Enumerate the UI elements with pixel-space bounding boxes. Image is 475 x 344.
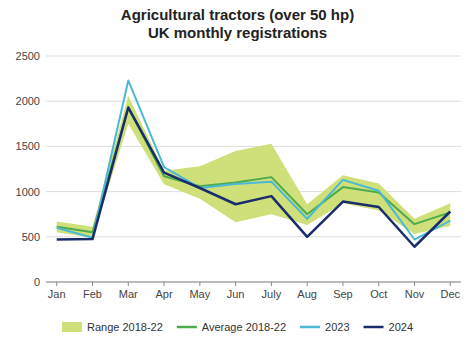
x-tick-label: Sep <box>333 288 353 300</box>
legend-swatch <box>62 322 82 332</box>
x-tick <box>271 282 272 286</box>
x-tick <box>235 282 236 286</box>
y-tick-label: 2000 <box>16 95 40 107</box>
x-tick-label: Nov <box>405 288 425 300</box>
range-area <box>57 96 451 238</box>
legend-item: Range 2018-22 <box>62 321 163 333</box>
y-tick-label: 500 <box>22 231 40 243</box>
x-tick-label: May <box>189 288 210 300</box>
x-tick-label: Apr <box>155 288 172 300</box>
grid-line <box>46 236 461 237</box>
legend-label: 2023 <box>325 321 349 333</box>
chart-svg: Agricultural tractors (over 50 hp)UK mon… <box>0 0 475 344</box>
y-tick-label: 0 <box>34 276 40 288</box>
x-tick <box>414 282 415 286</box>
x-tick-label: Feb <box>83 288 102 300</box>
grid-line <box>46 101 461 102</box>
x-tick-label: Oct <box>370 288 387 300</box>
x-tick <box>342 282 343 286</box>
x-tick <box>307 282 308 286</box>
marks <box>57 80 451 246</box>
grid <box>46 56 461 282</box>
x-tick-label: Jun <box>227 288 245 300</box>
y-tick-label: 1000 <box>16 186 40 198</box>
x-tick <box>92 282 93 286</box>
series-line <box>57 108 451 233</box>
grid-line <box>46 146 461 147</box>
legend-swatch <box>364 326 384 329</box>
grid-line <box>46 56 461 57</box>
x-axis <box>46 282 461 283</box>
x-tick-label: Aug <box>297 288 317 300</box>
x-tick-label: Mar <box>119 288 138 300</box>
x-tick <box>199 282 200 286</box>
y-tick-label: 2500 <box>16 50 40 62</box>
series-line <box>57 80 451 239</box>
title-line: Agricultural tractors (over 50 hp) <box>121 6 354 23</box>
legend-item: 2024 <box>364 321 413 333</box>
x-tick <box>450 282 451 286</box>
x-tick <box>378 282 379 286</box>
x-tick <box>128 282 129 286</box>
legend: Range 2018-22 Average 2018-22 2023 2024 <box>62 321 413 333</box>
y-tick-label: 1500 <box>16 140 40 152</box>
title-line: UK monthly registrations <box>148 24 327 41</box>
legend-item: Average 2018-22 <box>177 321 286 333</box>
x-tick-label: Dec <box>440 288 460 300</box>
x-tick <box>164 282 165 286</box>
x-tick-label: July <box>262 288 282 300</box>
x-tick-label: Jan <box>48 288 66 300</box>
grid-line <box>46 282 461 283</box>
legend-label: Average 2018-22 <box>202 321 286 333</box>
series-line <box>57 108 451 247</box>
legend-label: 2024 <box>389 321 413 333</box>
legend-label: Range 2018-22 <box>87 321 163 333</box>
title: Agricultural tractors (over 50 hp)UK mon… <box>121 6 354 41</box>
legend-swatch <box>300 326 320 329</box>
chart-container: Agricultural tractors (over 50 hp)UK mon… <box>0 0 475 344</box>
legend-item: 2023 <box>300 321 349 333</box>
x-tick <box>56 282 57 286</box>
legend-swatch <box>177 326 197 329</box>
